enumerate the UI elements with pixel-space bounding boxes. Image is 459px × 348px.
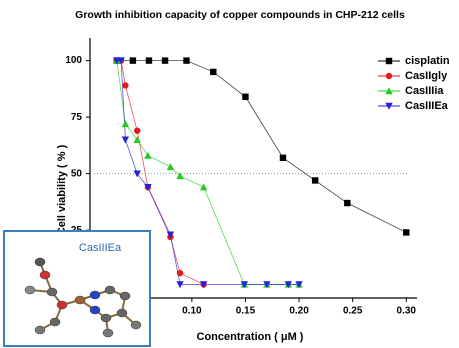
- atom: [117, 309, 127, 317]
- legend-label: CasIIIEa: [405, 100, 449, 112]
- data-point: [242, 94, 248, 100]
- data-point: [210, 69, 216, 75]
- page: {"chart_data": {"type": "line", "title":…: [0, 0, 459, 348]
- legend-label: CasIIIia: [405, 85, 444, 97]
- atom: [75, 296, 85, 304]
- atom: [47, 288, 57, 296]
- atom: [90, 306, 100, 314]
- data-point: [200, 184, 207, 191]
- atom: [50, 318, 60, 326]
- y-tick-label: 100: [65, 55, 82, 66]
- data-point: [177, 270, 183, 276]
- data-point: [122, 120, 129, 127]
- x-tick-label: 0.20: [289, 306, 309, 317]
- inset: CasIIIEa: [4, 231, 150, 346]
- data-point: [122, 82, 128, 88]
- data-point: [144, 152, 151, 159]
- x-tick-label: 0.25: [343, 306, 363, 317]
- atom: [25, 286, 35, 294]
- data-point: [167, 163, 174, 170]
- atom: [90, 291, 100, 299]
- legend-label: cisplatin: [405, 55, 450, 67]
- data-point: [403, 229, 409, 235]
- legend-marker: [386, 58, 392, 64]
- atom: [103, 329, 113, 337]
- chart: Growth inhibition capacity of copper com…: [0, 0, 459, 348]
- data-point: [344, 200, 350, 206]
- atom: [35, 326, 45, 334]
- data-point: [146, 57, 152, 63]
- atom: [57, 301, 67, 309]
- x-axis-label: Concentration ( μM ): [197, 331, 304, 343]
- atom: [120, 292, 130, 300]
- data-point: [122, 137, 129, 144]
- data-point: [312, 177, 318, 183]
- data-point: [183, 57, 189, 63]
- series-line: [117, 61, 406, 233]
- data-point: [280, 155, 286, 161]
- data-point: [130, 57, 136, 63]
- legend-label: CasIIgly: [405, 70, 448, 82]
- data-point: [134, 127, 140, 133]
- atom: [40, 271, 50, 279]
- x-tick-label: 0.15: [236, 306, 256, 317]
- data-point: [133, 136, 140, 143]
- y-tick-label: 50: [71, 168, 83, 179]
- atom: [105, 286, 115, 294]
- atom: [101, 314, 111, 322]
- x-tick-label: 0.10: [182, 306, 202, 317]
- inset-label: CasIIIEa: [79, 242, 122, 254]
- data-point: [162, 57, 168, 63]
- chart-title: Growth inhibition capacity of copper com…: [75, 9, 405, 21]
- atom: [131, 321, 141, 329]
- y-tick-label: 75: [71, 112, 83, 123]
- y-axis-label: Cell viability ( % ): [56, 144, 68, 235]
- atom: [35, 258, 45, 266]
- x-tick-label: 0.30: [397, 306, 417, 317]
- legend-marker: [386, 73, 392, 79]
